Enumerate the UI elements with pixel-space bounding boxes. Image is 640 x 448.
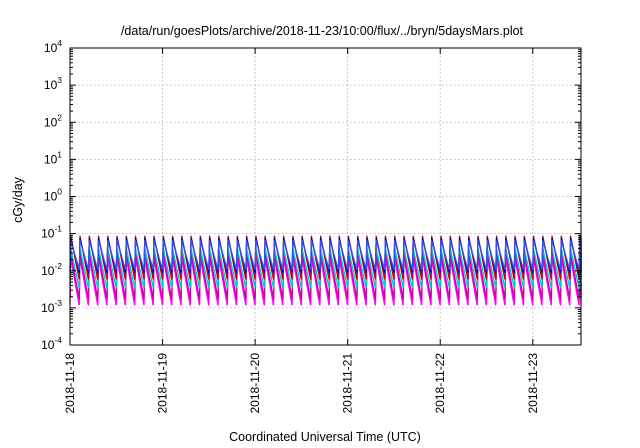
y-tick-label: 10-1 (41, 224, 62, 241)
y-tick-label: 103 (44, 75, 62, 92)
y-axis-label: cGy/day (11, 176, 25, 223)
x-tick-label: 2018-11-21 (341, 353, 355, 414)
y-tick-label: 10-3 (41, 298, 62, 315)
x-tick-label: 2018-11-23 (526, 353, 540, 414)
y-tick-label: 10-4 (41, 335, 62, 352)
series-line (69, 239, 582, 270)
chart-title: /data/run/goesPlots/archive/2018-11-23/1… (121, 24, 524, 38)
series-group (69, 235, 582, 306)
y-tick-label: 100 (44, 187, 62, 204)
x-tick-label: 2018-11-18 (63, 353, 77, 414)
x-axis-label: Coordinated Universal Time (UTC) (229, 430, 421, 444)
grid (70, 48, 581, 345)
y-tick-label: 10-2 (41, 261, 62, 278)
ticks: 10-4 10-3 10-2 10-1 100 101 102 103 104 2018-11-1… (41, 38, 581, 414)
y-tick-label: 102 (44, 112, 62, 129)
y-tick-label: 104 (44, 38, 62, 55)
x-tick-label: 2018-11-22 (433, 353, 447, 414)
y-tick-label: 101 (44, 149, 62, 166)
x-tick-label: 2018-11-19 (156, 353, 170, 414)
x-tick-label: 2018-11-20 (248, 353, 262, 414)
